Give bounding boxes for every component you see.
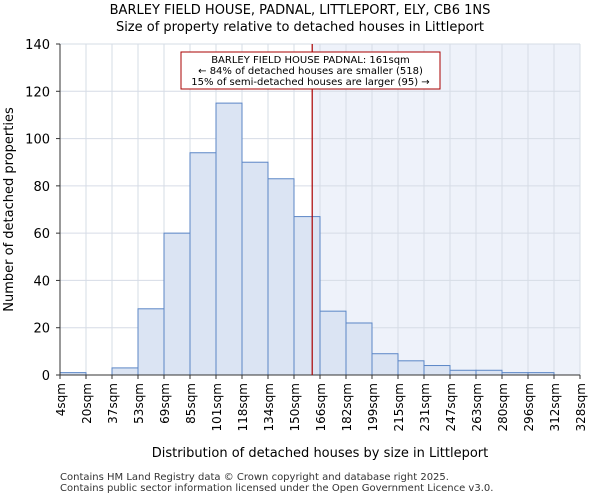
y-tick-label: 100: [25, 133, 50, 148]
x-tick-label: 312sqm: [548, 383, 562, 431]
histogram-bar: [397, 360, 425, 376]
histogram-bar: [163, 232, 191, 376]
annotation-box: [180, 51, 441, 90]
x-tick-label: 118sqm: [236, 383, 250, 431]
histogram-bar: [345, 322, 373, 376]
histogram-bar: [189, 152, 217, 376]
histogram-bar: [215, 102, 243, 376]
x-tick-label: 263sqm: [470, 383, 484, 431]
larger-region-shade: [312, 44, 580, 375]
chart-title: BARLEY FIELD HOUSE, PADNAL, LITTLEPORT, …: [109, 3, 491, 18]
y-tick-label: 40: [33, 274, 50, 289]
y-tick-label: 60: [33, 227, 50, 242]
histogram-bar: [449, 369, 477, 376]
histogram-bar: [137, 308, 165, 376]
histogram-bar: [371, 353, 399, 376]
y-tick-label: 20: [33, 322, 50, 337]
x-tick-label: 215sqm: [392, 383, 406, 431]
x-tick-label: 199sqm: [366, 383, 380, 431]
x-tick-label: 20sqm: [80, 383, 94, 424]
y-tick-label: 120: [25, 85, 50, 100]
histogram-bar: [423, 365, 451, 376]
chart-subtitle: Size of property relative to detached ho…: [115, 20, 485, 35]
x-tick-label: 328sqm: [574, 383, 588, 431]
x-tick-label: 53sqm: [132, 383, 146, 424]
annotation-line-1: BARLEY FIELD HOUSE PADNAL: 161sqm: [211, 55, 410, 66]
x-tick-label: 182sqm: [340, 383, 354, 431]
histogram-bar: [111, 367, 139, 376]
y-tick-label: 80: [33, 180, 50, 195]
annotation-line-2: ← 84% of detached houses are smaller (51…: [198, 66, 423, 77]
footer: Contains HM Land Registry data © Crown c…: [60, 472, 493, 494]
footer-line-1: Contains HM Land Registry data © Crown c…: [60, 472, 449, 483]
x-tick-label: 134sqm: [262, 383, 276, 431]
y-tick-label: 0: [42, 369, 50, 384]
x-axis-title: Distribution of detached houses by size …: [152, 446, 489, 461]
annotation-line-3: 15% of semi-detached houses are larger (…: [191, 77, 429, 88]
histogram-bar: [267, 178, 295, 376]
y-tick-label: 140: [25, 38, 50, 53]
title-block: BARLEY FIELD HOUSE, PADNAL, LITTLEPORT, …: [0, 2, 600, 36]
x-tick-label: 231sqm: [418, 383, 432, 431]
x-tick-label: 37sqm: [106, 383, 120, 424]
x-tick-label: 247sqm: [444, 383, 458, 431]
x-tick-label: 85sqm: [184, 383, 198, 424]
footer-line-2: Contains public sector information licen…: [60, 483, 494, 494]
x-tick-label: 101sqm: [210, 383, 224, 431]
x-tick-label: 69sqm: [158, 383, 172, 424]
x-tick-label: 296sqm: [522, 383, 536, 431]
histogram-bar: [319, 310, 347, 376]
y-axis-title: Number of detached properties: [2, 107, 17, 312]
x-tick-label: 280sqm: [496, 383, 510, 431]
histogram-bar: [475, 369, 503, 376]
x-tick-label: 166sqm: [314, 383, 328, 431]
x-tick-label: 150sqm: [288, 383, 302, 431]
x-tick-label: 4sqm: [54, 383, 68, 416]
histogram-bar: [293, 216, 321, 376]
histogram-bar: [241, 161, 269, 376]
